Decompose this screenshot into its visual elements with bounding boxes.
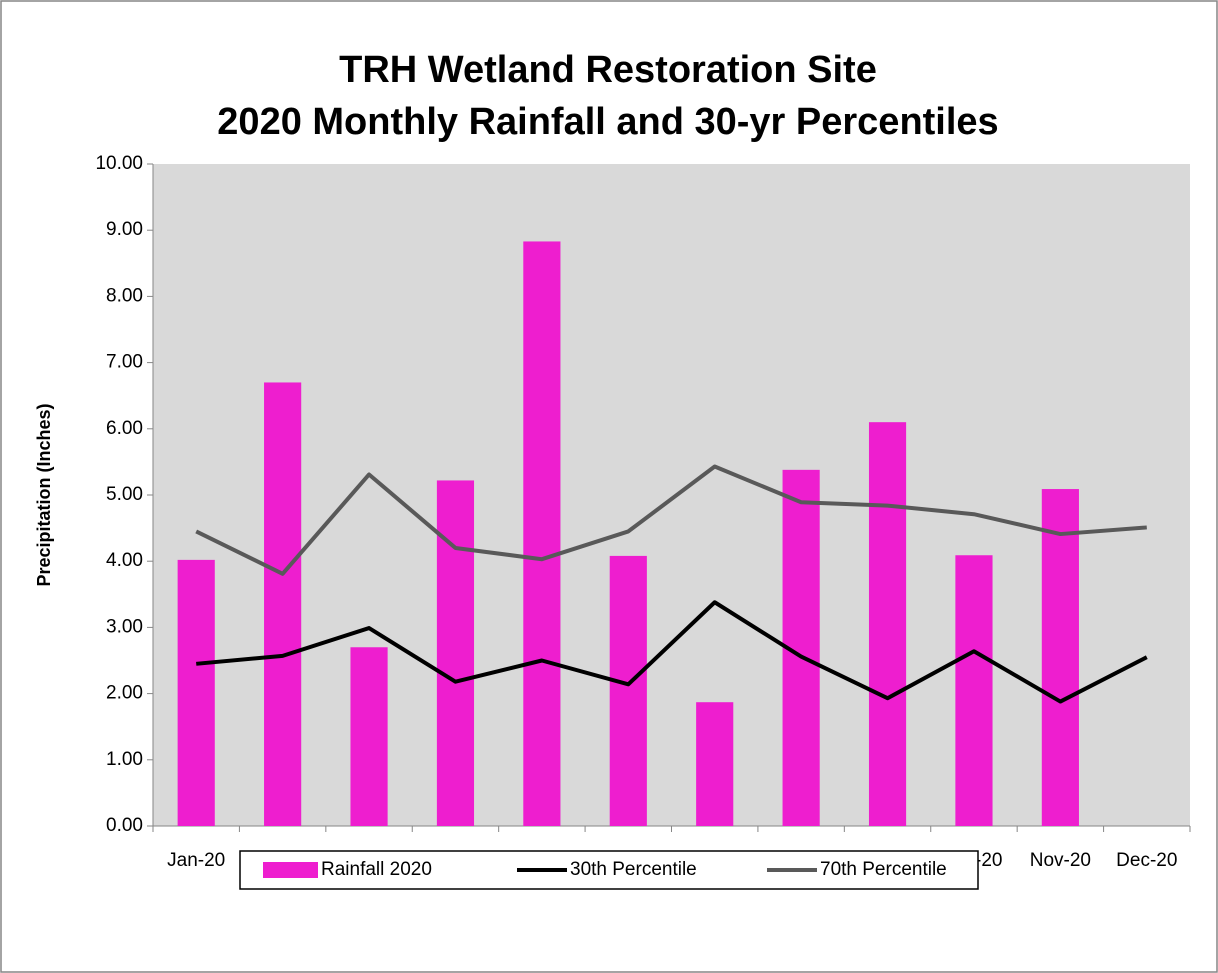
bar	[609, 555, 647, 826]
legend-box	[239, 850, 979, 890]
y-tick-label: 9.00	[106, 219, 143, 240]
chart-title: TRH Wetland Restoration Site	[339, 49, 877, 91]
y-tick-label: 6.00	[106, 418, 143, 439]
bar	[696, 702, 734, 826]
plot-area	[153, 164, 1190, 826]
bar	[350, 647, 388, 826]
line	[195, 464, 1147, 576]
bar	[264, 382, 302, 826]
bar	[868, 422, 907, 826]
y-tick-label: 1.00	[106, 749, 143, 770]
y-tick-label: 2.00	[106, 683, 143, 704]
bar	[436, 480, 475, 826]
y-tick-label: 10.00	[95, 153, 143, 174]
chart-title: 2020 Monthly Rainfall and 30-yr Percenti…	[217, 101, 998, 143]
y-tick-label: 4.00	[106, 550, 143, 571]
bar	[177, 559, 215, 826]
y-axis-label: Precipitation (Inches)	[34, 403, 54, 586]
legend-label: 30th Percentile	[570, 859, 697, 880]
line	[196, 600, 1148, 704]
y-tick-label: 0.00	[106, 815, 143, 836]
bar	[1041, 489, 1079, 826]
x-tick-label: Dec-20	[1116, 850, 1177, 871]
x-tick-label: Jan-20	[167, 850, 225, 871]
bar	[523, 241, 561, 827]
bar	[955, 555, 993, 826]
legend-label: 70th Percentile	[820, 859, 947, 880]
legend-label: Rainfall 2020	[321, 859, 432, 880]
x-tick-label: Nov-20	[1030, 850, 1091, 871]
y-tick-label: 7.00	[106, 352, 143, 373]
y-tick-label: 8.00	[106, 285, 143, 306]
legend-swatch	[263, 862, 318, 878]
y-tick-label: 3.00	[106, 616, 143, 637]
y-tick-label: 5.00	[106, 484, 143, 505]
